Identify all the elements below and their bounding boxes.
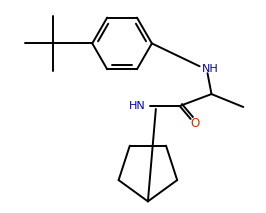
Text: NH: NH [202, 64, 218, 74]
Text: HN: HN [129, 101, 146, 111]
Text: O: O [190, 117, 199, 130]
